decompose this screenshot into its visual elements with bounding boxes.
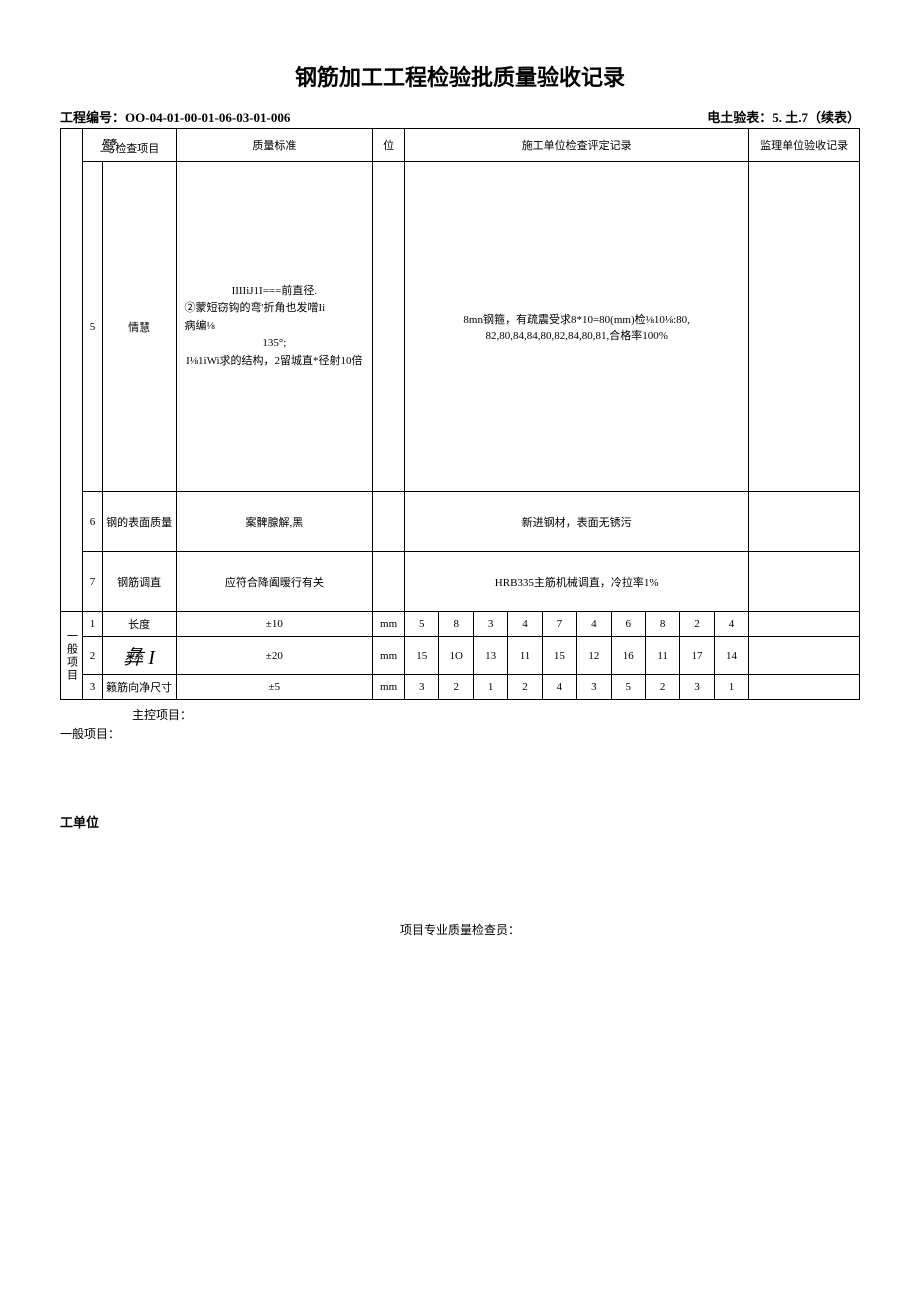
master-row-7: 7 钢筋调直 应符合降阖暧行有关 HRB335主筋机械调直，冷拉率1%	[61, 552, 860, 612]
master-proj-note: 主控项目：	[60, 706, 860, 723]
g1-v9: 4	[714, 612, 749, 637]
header-unit: 位	[373, 129, 405, 162]
row7-unit	[373, 552, 405, 612]
g3-v5: 3	[577, 675, 611, 700]
g1-v1: 8	[439, 612, 473, 637]
row7-item: 钢筋调直	[102, 552, 176, 612]
g1-v4: 7	[542, 612, 576, 637]
row7-record: HRB335主筋机械调直，冷拉率1%	[405, 552, 749, 612]
g2-v3: 11	[508, 637, 542, 675]
row5-std-line2: 病编⅛	[185, 320, 215, 332]
construction-unit: 工单位	[60, 812, 860, 831]
g1-unit: mm	[373, 612, 405, 637]
g3-v8: 3	[680, 675, 714, 700]
master-row-5: 5 情慧 IIIIiJ1I===前直径. ②蒙短窃钩的弯'折角也发噌Ii 病编⅛…	[61, 162, 860, 492]
seq-glyph: 鹭	[99, 139, 115, 156]
row5-item: 情慧	[102, 162, 176, 492]
g2-v8: 17	[680, 637, 714, 675]
general-row-3: 3 籁筋向净尺寸 ±5 mm 3 2 1 2 4 3 5 2 3 1	[61, 675, 860, 700]
header-row: 工程编号：OO-04-01-00-01-06-03-01-006 电土验表：5.…	[60, 107, 860, 126]
g3-v4: 4	[542, 675, 576, 700]
g2-v9: 14	[714, 637, 749, 675]
g3-v9: 1	[714, 675, 749, 700]
g1-v3: 4	[508, 612, 542, 637]
g3-v0: 3	[405, 675, 439, 700]
g2-v1: 1O	[439, 637, 473, 675]
master-section-cell	[61, 129, 83, 612]
form-code: 电土验表：5. 土.7（续表）	[707, 107, 860, 126]
g3-standard: ±5	[176, 675, 373, 700]
row6-standard: 案髀腺解,黑	[176, 492, 373, 552]
general-proj-note: 一般项目：	[60, 725, 860, 742]
g3-item: 籁筋向净尺寸	[102, 675, 176, 700]
row5-record: 8mn钢箍，有疏震受求8*10=80(mm)检⅛10⅛:80, 82,80,84…	[405, 162, 749, 492]
master-row-6: 6 钢的表面质量 案髀腺解,黑 新进钢材，表面无锈污	[61, 492, 860, 552]
g3-supervisor	[749, 675, 860, 700]
inspector-signature: 项目专业质量检查员：	[60, 921, 860, 938]
g3-v2: 1	[473, 675, 507, 700]
g1-supervisor	[749, 612, 860, 637]
row6-record: 新进钢材，表面无锈污	[405, 492, 749, 552]
g3-v1: 2	[439, 675, 473, 700]
g1-v2: 3	[473, 612, 507, 637]
g1-v0: 5	[405, 612, 439, 637]
project-code-value: OO-04-01-00-01-06-03-01-006	[125, 110, 290, 125]
row6-item: 钢的表面质量	[102, 492, 176, 552]
row5-std-line1: ②蒙短窃钩的弯'折角也发噌Ii	[185, 302, 326, 314]
g2-v5: 12	[577, 637, 611, 675]
row5-supervisor	[749, 162, 860, 492]
row5-std-line0: IIIIiJ1I===前直径.	[185, 283, 365, 301]
g2-unit: mm	[373, 637, 405, 675]
g3-no: 3	[83, 675, 103, 700]
header-constructor-record: 施工单位检查评定记录	[405, 129, 749, 162]
row5-unit	[373, 162, 405, 492]
g1-v8: 2	[680, 612, 714, 637]
general-row-1: 一般项目 1 长度 ±10 mm 5 8 3 4 7 4 6 8 2 4	[61, 612, 860, 637]
row7-no: 7	[83, 552, 103, 612]
g3-unit: mm	[373, 675, 405, 700]
g2-standard: ±20	[176, 637, 373, 675]
g2-v4: 15	[542, 637, 576, 675]
g1-v5: 4	[577, 612, 611, 637]
g2-v6: 16	[611, 637, 645, 675]
g2-supervisor	[749, 637, 860, 675]
table-header-row: 鹭检查项目 质量标准 位 施工单位检查评定记录 监理单位验收记录	[61, 129, 860, 162]
project-code-label: 工程编号：	[60, 110, 125, 125]
g3-v3: 2	[508, 675, 542, 700]
page-title: 钢筋加工工程检验批质量验收记录	[60, 60, 860, 92]
g2-v0: 15	[405, 637, 439, 675]
form-code-label: 电土验表：	[707, 110, 772, 125]
row6-no: 6	[83, 492, 103, 552]
row5-std-line4: I⅛1iWi求的结构，2留城直*径射10倍	[185, 353, 365, 371]
g1-item: 长度	[102, 612, 176, 637]
general-section-label: 一般项目	[61, 612, 83, 700]
g3-v6: 5	[611, 675, 645, 700]
row5-standard: IIIIiJ1I===前直径. ②蒙短窃钩的弯'折角也发噌Ii 病编⅛ 135°…	[176, 162, 373, 492]
general-row-2: 2 彝 I ±20 mm 15 1O 13 11 15 12 16 11 17 …	[61, 637, 860, 675]
form-code-value: 5. 土.7（续表）	[772, 110, 860, 125]
g3-v7: 2	[645, 675, 679, 700]
g1-v6: 6	[611, 612, 645, 637]
header-check-item: 鹭检查项目	[83, 129, 176, 162]
g2-v2: 13	[473, 637, 507, 675]
header-quality-std: 质量标准	[176, 129, 373, 162]
row7-supervisor	[749, 552, 860, 612]
row6-unit	[373, 492, 405, 552]
row5-no: 5	[83, 162, 103, 492]
g2-no: 2	[83, 637, 103, 675]
header-supervisor-record: 监理单位验收记录	[749, 129, 860, 162]
footer-notes: 主控项目： 一般项目：	[60, 706, 860, 742]
g2-v7: 11	[645, 637, 679, 675]
project-code: 工程编号：OO-04-01-00-01-06-03-01-006	[60, 107, 290, 126]
check-item-label: 检查项目	[115, 143, 159, 155]
g1-no: 1	[83, 612, 103, 637]
row7-standard: 应符合降阖暧行有关	[176, 552, 373, 612]
g2-item: 彝 I	[102, 637, 176, 675]
g1-v7: 8	[645, 612, 679, 637]
inspection-table: 鹭检查项目 质量标准 位 施工单位检查评定记录 监理单位验收记录 5 情慧 II…	[60, 128, 860, 700]
g1-standard: ±10	[176, 612, 373, 637]
row6-supervisor	[749, 492, 860, 552]
row5-std-line3: 135°;	[185, 335, 365, 353]
